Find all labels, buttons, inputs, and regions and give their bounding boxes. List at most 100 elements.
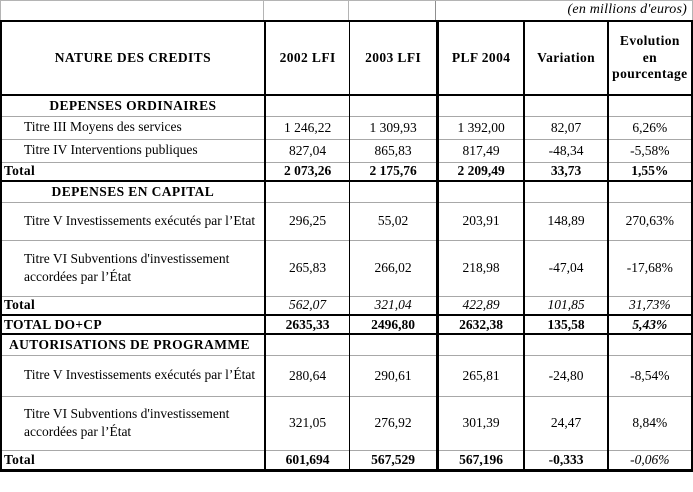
cell-variation: 33,73 bbox=[524, 162, 609, 181]
cell-2003: 865,83 bbox=[349, 139, 439, 162]
cell-evolution: 270,63% bbox=[625, 213, 675, 228]
row-total-capital: Total 562,07 321,04 422,89 101,85 31,73% bbox=[1, 296, 692, 315]
cell-variation: -47,04 bbox=[524, 240, 609, 296]
cell-2003: 567,529 bbox=[349, 450, 439, 470]
credits-table: NATURE DES CREDITS 2002 LFI 2003 LFI PLF… bbox=[0, 20, 693, 472]
cell-2002: 601,694 bbox=[264, 450, 351, 470]
cell-2002: 1 246,22 bbox=[264, 116, 351, 139]
cell-evolution: 1,55% bbox=[631, 163, 669, 179]
cell-2002: 265,83 bbox=[264, 240, 351, 296]
cell-variation: -24,80 bbox=[524, 355, 609, 396]
grid-cell bbox=[264, 1, 349, 20]
cell bbox=[524, 334, 609, 355]
cell-2002: 296,25 bbox=[264, 202, 351, 240]
cell-variation: 148,89 bbox=[524, 202, 609, 240]
cell-2003: 1 309,93 bbox=[349, 116, 439, 139]
cell-2003: 321,04 bbox=[349, 296, 439, 315]
grand-total-label: TOTAL DO+CP bbox=[1, 315, 266, 334]
cell-2003: 55,02 bbox=[349, 202, 439, 240]
total-label: Total bbox=[1, 450, 266, 470]
cell-2002: 2 073,26 bbox=[264, 162, 351, 181]
cell-2003: 2 175,76 bbox=[349, 162, 439, 181]
cell-plf2004: 2632,38 bbox=[437, 315, 526, 334]
cell-plf2004: 817,49 bbox=[437, 139, 526, 162]
cell-plf2004: 1 392,00 bbox=[437, 116, 526, 139]
cell-evolution: 6,26% bbox=[632, 119, 668, 135]
cell-variation: 82,07 bbox=[524, 116, 609, 139]
cell-2003: 2496,80 bbox=[349, 315, 439, 334]
section-label: AUTORISATIONS DE PROGRAMME bbox=[1, 334, 266, 355]
cell bbox=[437, 181, 526, 202]
cell-evolution: 5,43% bbox=[632, 316, 668, 332]
cell-evolution: 8,84% bbox=[632, 415, 668, 430]
cell-2003: 290,61 bbox=[349, 355, 439, 396]
row-total-programme: Total 601,694 567,529 567,196 -0,333 -0,… bbox=[1, 450, 692, 470]
units-note: (en millions d'euros) bbox=[567, 2, 687, 17]
cell-plf2004: 203,91 bbox=[437, 202, 526, 240]
row-total-do-cp: TOTAL DO+CP 2635,33 2496,80 2632,38 135,… bbox=[1, 315, 692, 334]
row-titre-iii: Titre III Moyens des services 1 246,22 1… bbox=[1, 116, 692, 139]
cell-plf2004: 2 209,49 bbox=[437, 162, 526, 181]
cell bbox=[437, 95, 526, 116]
row-label: Titre V Investissements exécutés par l’É… bbox=[1, 355, 266, 396]
row-total-ordinaires: Total 2 073,26 2 175,76 2 209,49 33,73 1… bbox=[1, 162, 692, 181]
row-label: Titre IV Interventions publiques bbox=[1, 139, 266, 162]
cell-2002: 280,64 bbox=[264, 355, 351, 396]
cell-evolution: -17,68% bbox=[626, 260, 673, 275]
section-row-autorisations-de-programme: AUTORISATIONS DE PROGRAMME bbox=[1, 334, 692, 355]
units-note-row: (en millions d'euros) bbox=[0, 0, 693, 20]
cell bbox=[349, 95, 439, 116]
cell bbox=[264, 334, 351, 355]
row-titre-v-programme: Titre V Investissements exécutés par l’É… bbox=[1, 355, 692, 396]
cell bbox=[608, 181, 692, 202]
column-header-2002-lfi: 2002 LFI bbox=[264, 21, 351, 95]
cell bbox=[264, 95, 351, 116]
cell-plf2004: 265,81 bbox=[437, 355, 526, 396]
section-label: DEPENSES ORDINAIRES bbox=[1, 95, 266, 116]
cell-2003: 276,92 bbox=[349, 396, 439, 450]
cell bbox=[608, 95, 692, 116]
cell-2002: 2635,33 bbox=[264, 315, 351, 334]
cell-variation: 135,58 bbox=[524, 315, 609, 334]
cell bbox=[264, 181, 351, 202]
cell-plf2004: 422,89 bbox=[437, 296, 526, 315]
cell-variation: -48,34 bbox=[524, 139, 609, 162]
cell-plf2004: 567,196 bbox=[437, 450, 526, 470]
cell-evolution: -0,06% bbox=[630, 451, 670, 467]
cell-2002: 827,04 bbox=[264, 139, 351, 162]
cell-evolution: -8,54% bbox=[630, 367, 670, 383]
grid-cell bbox=[1, 1, 264, 20]
cell-2003: 266,02 bbox=[349, 240, 439, 296]
cell bbox=[349, 181, 439, 202]
row-label: Titre VI Subventions d'investissement ac… bbox=[1, 240, 266, 296]
section-label: DEPENSES EN CAPITAL bbox=[1, 181, 266, 202]
row-label: Titre VI Subventions d'investissement ac… bbox=[1, 396, 266, 450]
cell bbox=[608, 334, 692, 355]
row-titre-iv: Titre IV Interventions publiques 827,04 … bbox=[1, 139, 692, 162]
section-row-depenses-en-capital: DEPENSES EN CAPITAL bbox=[1, 181, 692, 202]
row-label: Titre V Investissements exécutés par l’E… bbox=[1, 202, 266, 240]
column-header-evolution: Evolution en pourcentage bbox=[612, 32, 688, 82]
cell bbox=[437, 334, 526, 355]
row-label: Titre III Moyens des services bbox=[1, 116, 266, 139]
column-header-2003-lfi: 2003 LFI bbox=[349, 21, 439, 95]
cell-variation: 24,47 bbox=[524, 396, 609, 450]
section-row-depenses-ordinaires: DEPENSES ORDINAIRES bbox=[1, 95, 692, 116]
cell bbox=[524, 95, 609, 116]
cell-2002: 562,07 bbox=[264, 296, 351, 315]
cell-2002: 321,05 bbox=[264, 396, 351, 450]
cell-plf2004: 218,98 bbox=[437, 240, 526, 296]
column-header-plf-2004: PLF 2004 bbox=[437, 21, 526, 95]
grid-cell bbox=[349, 1, 436, 20]
row-titre-vi-programme: Titre VI Subventions d'investissement ac… bbox=[1, 396, 692, 450]
header-row: NATURE DES CREDITS 2002 LFI 2003 LFI PLF… bbox=[1, 21, 692, 95]
total-label: Total bbox=[1, 162, 266, 181]
cell bbox=[349, 334, 439, 355]
cell-plf2004: 301,39 bbox=[437, 396, 526, 450]
cell-variation: -0,333 bbox=[524, 450, 609, 470]
cell-evolution: 31,73% bbox=[629, 297, 671, 313]
row-titre-vi-capital: Titre VI Subventions d'investissement ac… bbox=[1, 240, 692, 296]
row-titre-v-capital: Titre V Investissements exécutés par l’E… bbox=[1, 202, 692, 240]
total-label: Total bbox=[1, 296, 266, 315]
